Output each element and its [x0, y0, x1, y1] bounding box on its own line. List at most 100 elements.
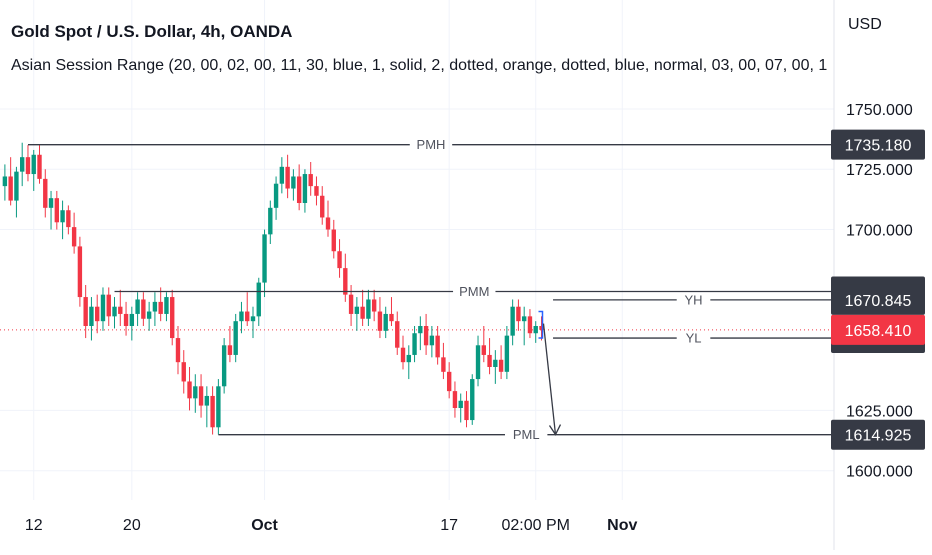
candle-body — [164, 297, 169, 314]
candle-body — [383, 313, 388, 331]
candle-body — [146, 311, 152, 319]
candle-body — [204, 395, 210, 406]
candle-body — [210, 395, 215, 428]
candle-body — [43, 178, 48, 208]
x-tick-label: Oct — [251, 517, 278, 534]
candle-body — [170, 297, 175, 339]
candle-body — [452, 391, 458, 408]
candle-body — [66, 210, 71, 228]
indicator-legend[interactable]: Asian Session Range (20, 00, 02, 00, 11,… — [11, 57, 828, 74]
candle-body — [527, 316, 533, 334]
candle-body — [198, 386, 204, 406]
candle-body — [400, 347, 406, 363]
candle-body — [308, 174, 313, 187]
candle-body — [256, 282, 261, 317]
candle-body — [221, 345, 227, 387]
y-tick-label: 1625.000 — [846, 403, 913, 420]
candle-body — [348, 294, 354, 314]
candle-body — [291, 176, 296, 189]
candle-body — [389, 313, 394, 322]
candle-body — [302, 174, 308, 203]
candle-body — [487, 354, 492, 367]
candle-body — [141, 299, 146, 319]
candle-body — [31, 154, 36, 175]
candle-body — [89, 306, 94, 326]
candle-body — [521, 316, 527, 322]
candle-body — [77, 246, 83, 298]
candle-body — [181, 362, 186, 382]
candle-body — [337, 251, 342, 269]
y-tick-label: 1725.000 — [846, 162, 913, 179]
price-tag-pmh: 1735.180 — [845, 138, 912, 155]
candle-body — [123, 313, 129, 326]
candle-body — [458, 400, 463, 408]
candle-body — [239, 311, 244, 322]
candle-body — [371, 299, 377, 312]
candle-body — [106, 294, 111, 317]
candle-body — [262, 234, 267, 283]
x-tick-label: 02:00 PM — [501, 517, 569, 534]
level-label-yl: YL — [686, 331, 702, 346]
candle-body — [446, 371, 452, 392]
candle-body — [233, 321, 238, 355]
candle-body — [60, 210, 65, 223]
projection-arrow — [542, 323, 557, 435]
y-tick-label: 1750.000 — [846, 102, 913, 119]
candle-body — [331, 229, 336, 252]
x-tick-label: Nov — [607, 517, 637, 534]
candle-body — [464, 400, 469, 421]
candle-body — [279, 166, 285, 184]
x-tick-label: 12 — [25, 517, 43, 534]
price-tag-bg-yh — [831, 284, 925, 315]
price-axis-currency[interactable]: USD — [848, 16, 882, 33]
asian-session-box — [538, 310, 544, 339]
x-tick-label: 17 — [440, 517, 458, 534]
candle-body — [2, 176, 8, 187]
candle-body — [152, 301, 158, 312]
level-label-pml: PML — [513, 427, 540, 442]
candle-body — [83, 297, 88, 326]
candle-body — [227, 345, 233, 355]
y-tick-label: 1700.000 — [846, 223, 913, 240]
candle-body — [412, 333, 417, 355]
current-price-tag-bg — [831, 314, 925, 345]
candle-body — [325, 217, 331, 230]
candle-body — [533, 326, 538, 334]
chart-title: Gold Spot / U.S. Dollar, 4h, OANDA — [11, 22, 293, 41]
candle-body — [377, 311, 383, 331]
candle-body — [25, 157, 31, 175]
candle-body — [296, 176, 302, 203]
candle-body — [112, 306, 117, 317]
price-tag-yh: 1670.845 — [845, 293, 912, 310]
candle-body — [475, 345, 481, 380]
level-label-pmm: PMM — [459, 284, 489, 299]
candle-body — [423, 326, 429, 346]
candle-body — [268, 207, 273, 235]
candle-body — [516, 306, 521, 322]
candle-body — [20, 157, 25, 172]
candle-body — [245, 311, 250, 322]
candle-body — [418, 326, 423, 334]
candle-body — [498, 359, 504, 372]
level-label-pmh: PMH — [417, 137, 446, 152]
candle-body — [187, 381, 192, 399]
candle-body — [118, 306, 123, 314]
candle-body — [100, 294, 106, 322]
candle-body — [216, 386, 221, 428]
candle-body — [504, 335, 510, 372]
candle-body — [95, 306, 100, 322]
candle-body — [429, 335, 435, 346]
candle-body — [366, 299, 371, 319]
candle-body — [273, 183, 279, 208]
candle-body — [37, 154, 42, 179]
candle-body — [314, 186, 319, 196]
candle-body — [510, 306, 515, 336]
price-tag-bg-pmh — [831, 129, 925, 160]
y-tick-label: 1600.000 — [846, 464, 913, 481]
x-tick-label: 20 — [123, 517, 141, 534]
candle-body — [175, 338, 181, 363]
candle-body — [250, 316, 256, 322]
candle-body — [48, 198, 54, 208]
